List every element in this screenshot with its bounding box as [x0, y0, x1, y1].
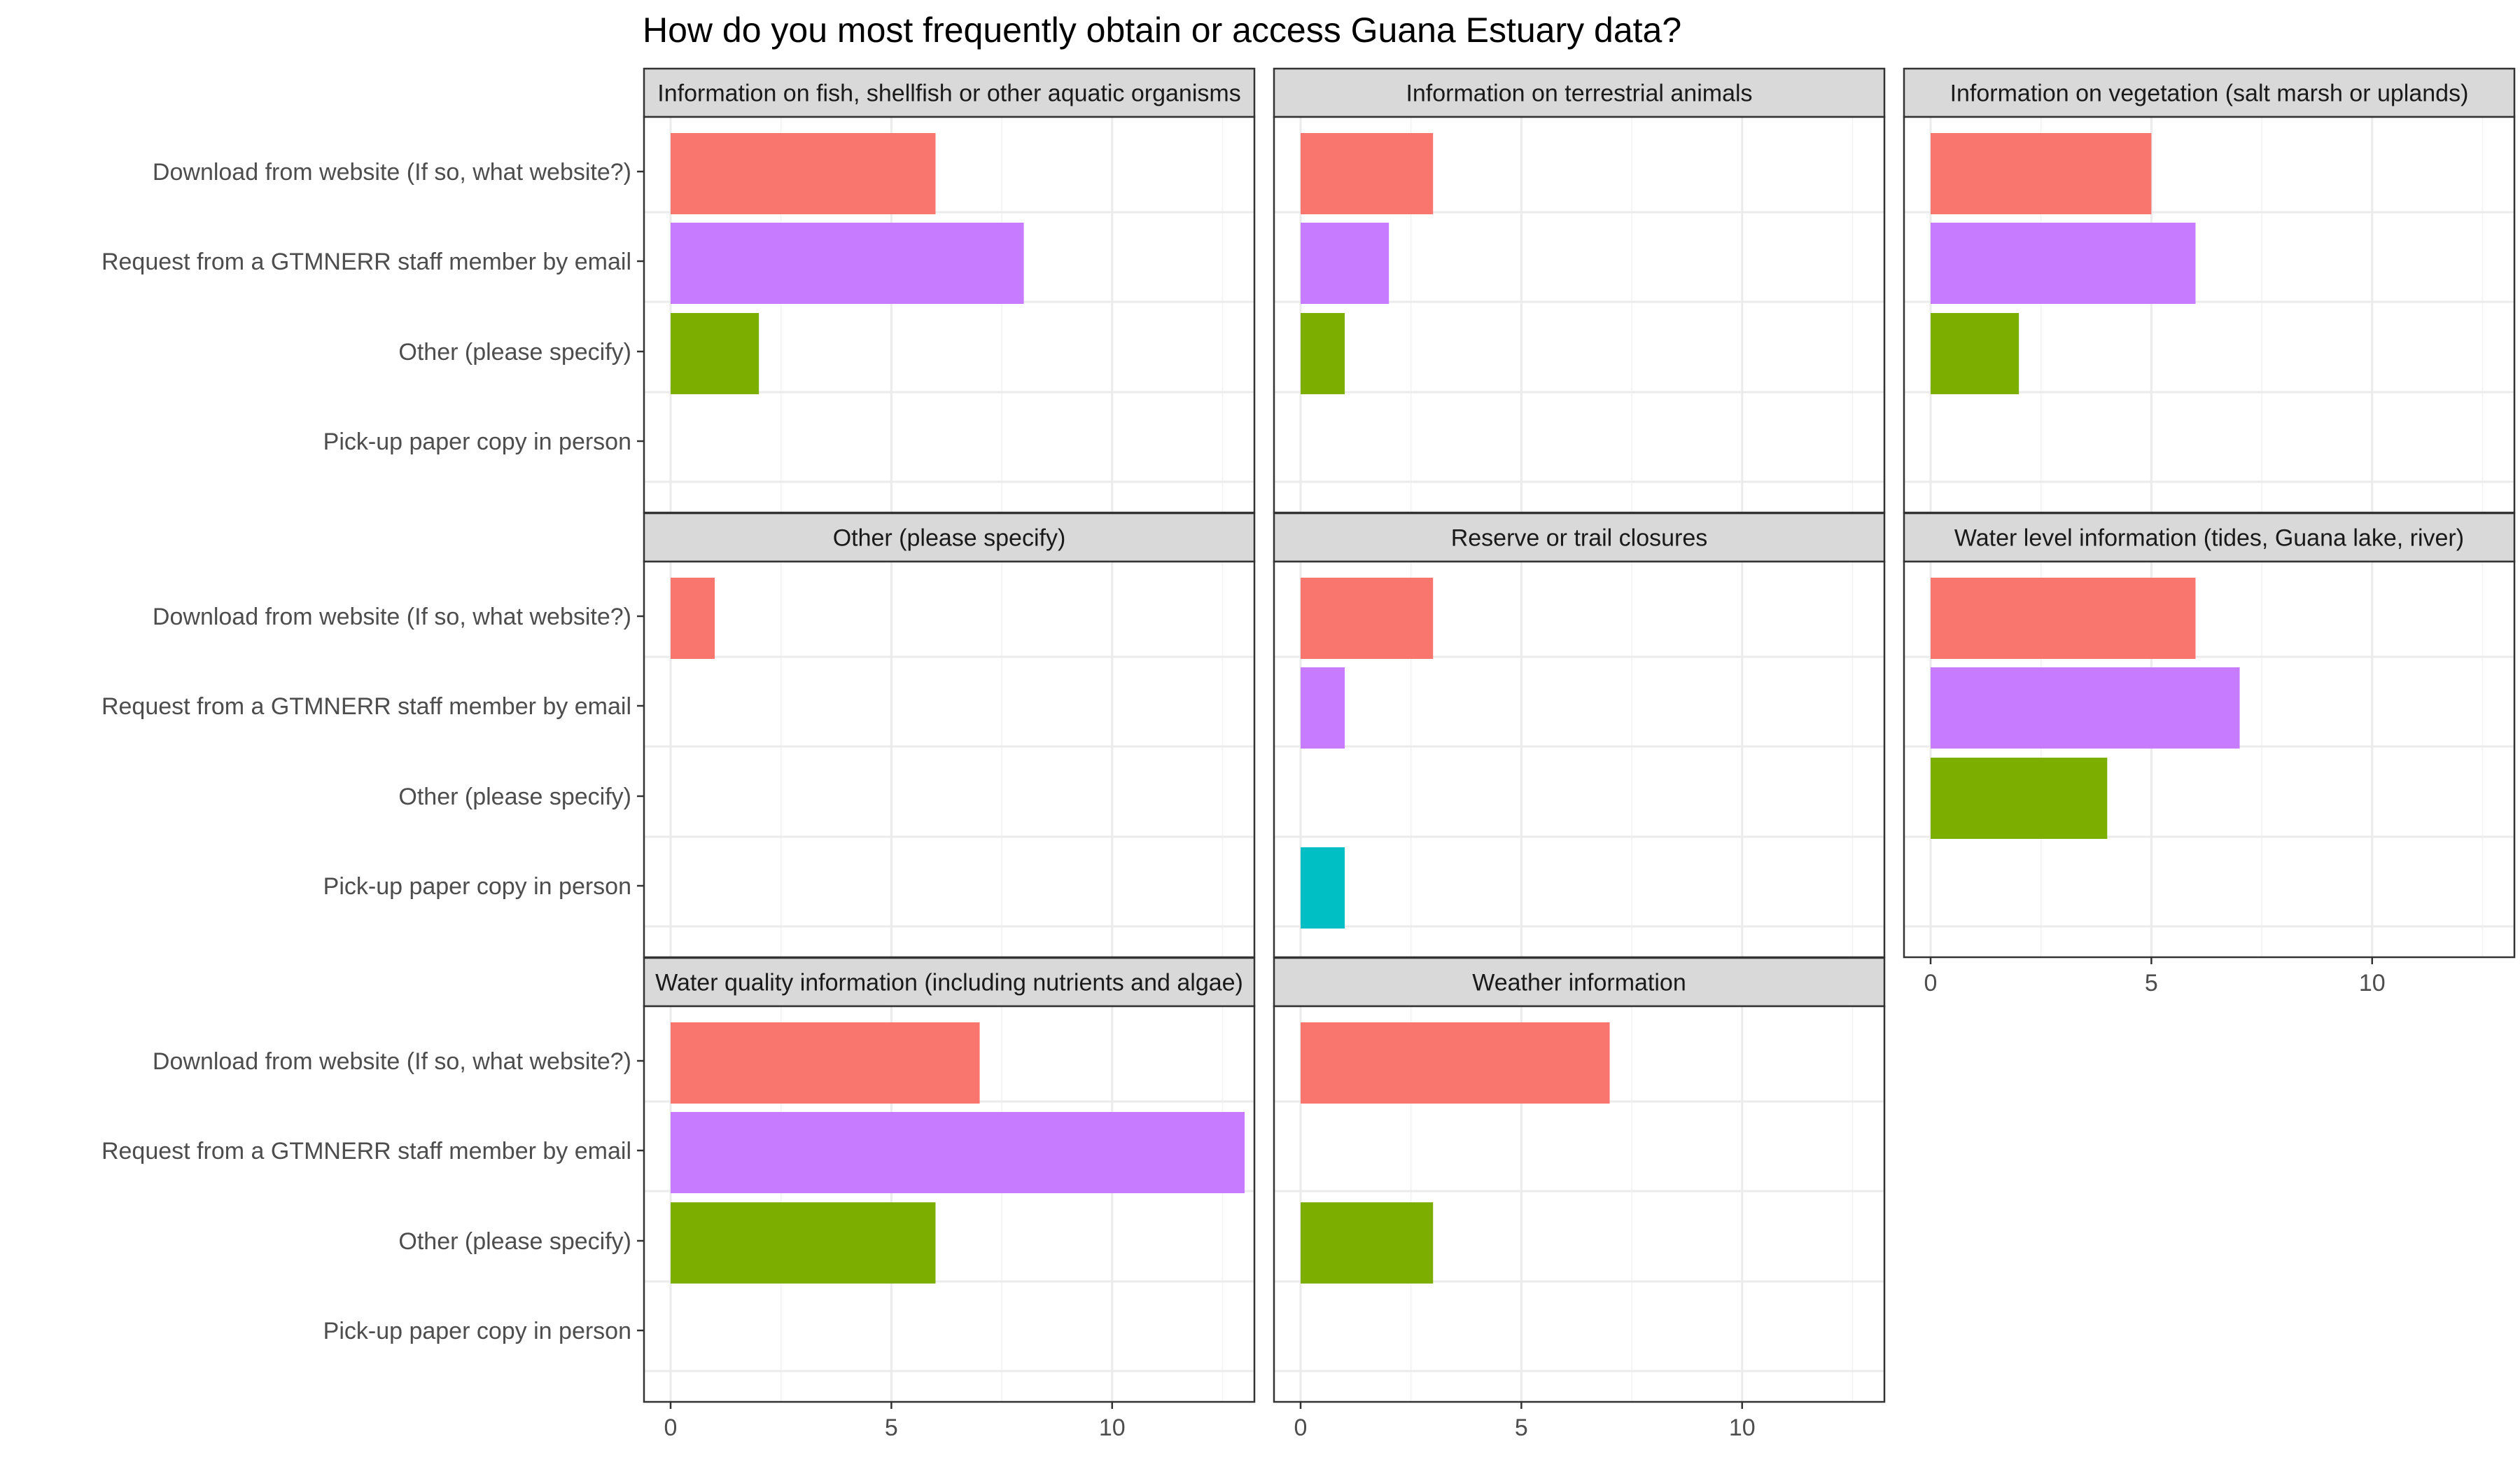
y-tick-label: Request from a GTMNERR staff member by e… — [102, 693, 631, 720]
facet-strip-label: Information on vegetation (salt marsh or… — [1950, 81, 2469, 107]
facet-strip — [1903, 67, 2516, 118]
bar — [671, 223, 1024, 304]
facet-panel: Information on fish, shellfish or other … — [102, 67, 1256, 514]
bar — [1301, 313, 1345, 394]
bar — [1301, 667, 1345, 749]
facet-strip-label: Other (please specify) — [833, 525, 1066, 552]
facet-panel: Weather information 0 5 10 — [1273, 957, 1886, 1441]
facet-panel: Water level information (tides, Guana la… — [1903, 512, 2516, 996]
y-tick-label: Other (please specify) — [398, 1228, 631, 1255]
facet-strip-label: Reserve or trail closures — [1451, 525, 1708, 552]
facet-strip — [643, 67, 1256, 118]
bar — [671, 1022, 980, 1104]
panel-border — [1903, 560, 2516, 959]
panel-border — [643, 1005, 1256, 1403]
x-tick-label: 10 — [2359, 970, 2386, 996]
bar — [1301, 847, 1345, 929]
chart-title: How do you most frequently obtain or acc… — [643, 11, 1681, 50]
facet-panel: Information on vegetation (salt marsh or… — [1903, 67, 2516, 514]
y-tick-label: Pick-up paper copy in person — [323, 1318, 631, 1344]
bar — [671, 133, 936, 214]
bar — [1931, 667, 2240, 749]
bar — [1301, 1022, 1610, 1104]
x-tick-label: 0 — [664, 1414, 678, 1441]
bar — [1301, 223, 1390, 304]
facet-strip — [1273, 512, 1886, 563]
x-tick-label: 0 — [1294, 1414, 1308, 1441]
bar — [1931, 578, 2196, 659]
facet-strip-label: Weather information — [1472, 970, 1686, 996]
facet-panel: Water quality information (including nut… — [102, 957, 1256, 1441]
facet-strip — [1273, 67, 1886, 118]
bar — [1931, 133, 2152, 214]
bar — [1931, 223, 2196, 304]
panel-border — [1273, 1005, 1886, 1403]
bar — [671, 313, 760, 394]
bar — [671, 578, 715, 659]
bar — [1301, 1202, 1434, 1284]
bar — [671, 1112, 1245, 1193]
facet-strip — [1903, 512, 2516, 563]
facet-strip — [643, 957, 1256, 1008]
y-tick-label: Download from website (If so, what websi… — [153, 159, 631, 186]
panel-background — [644, 562, 1254, 957]
x-tick-label: 10 — [1099, 1414, 1126, 1441]
y-tick-label: Pick-up paper copy in person — [323, 873, 631, 900]
y-tick-label: Download from website (If so, what websi… — [153, 1048, 631, 1075]
bar — [1931, 758, 2108, 839]
bar — [1301, 133, 1434, 214]
facet-panel: Information on terrestrial animals — [1273, 67, 1886, 514]
y-tick-label: Download from website (If so, what websi… — [153, 604, 631, 630]
facet-strip — [1273, 957, 1886, 1008]
x-tick-label: 10 — [1729, 1414, 1756, 1441]
x-tick-label: 0 — [1924, 970, 1938, 996]
bar — [671, 1202, 936, 1284]
bar — [1931, 313, 2019, 394]
y-tick-label: Request from a GTMNERR staff member by e… — [102, 249, 631, 275]
x-tick-label: 5 — [1515, 1414, 1528, 1441]
facet-strip-label: Information on terrestrial animals — [1406, 81, 1752, 107]
y-tick-label: Other (please specify) — [398, 784, 631, 810]
x-tick-label: 5 — [2145, 970, 2158, 996]
y-tick-label: Other (please specify) — [398, 339, 631, 366]
facet-strip-label: Water level information (tides, Guana la… — [1954, 525, 2464, 552]
facet-panel: Reserve or trail closures — [1273, 512, 1886, 959]
bar — [1301, 578, 1434, 659]
facet-strip-label: Information on fish, shellfish or other … — [657, 81, 1240, 107]
x-tick-label: 5 — [885, 1414, 898, 1441]
facet-strip-label: Water quality information (including nut… — [655, 970, 1243, 996]
y-tick-label: Request from a GTMNERR staff member by e… — [102, 1138, 631, 1164]
facet-panel: Other (please specify) Download from webs… — [102, 512, 1256, 959]
y-tick-label: Pick-up paper copy in person — [323, 429, 631, 455]
